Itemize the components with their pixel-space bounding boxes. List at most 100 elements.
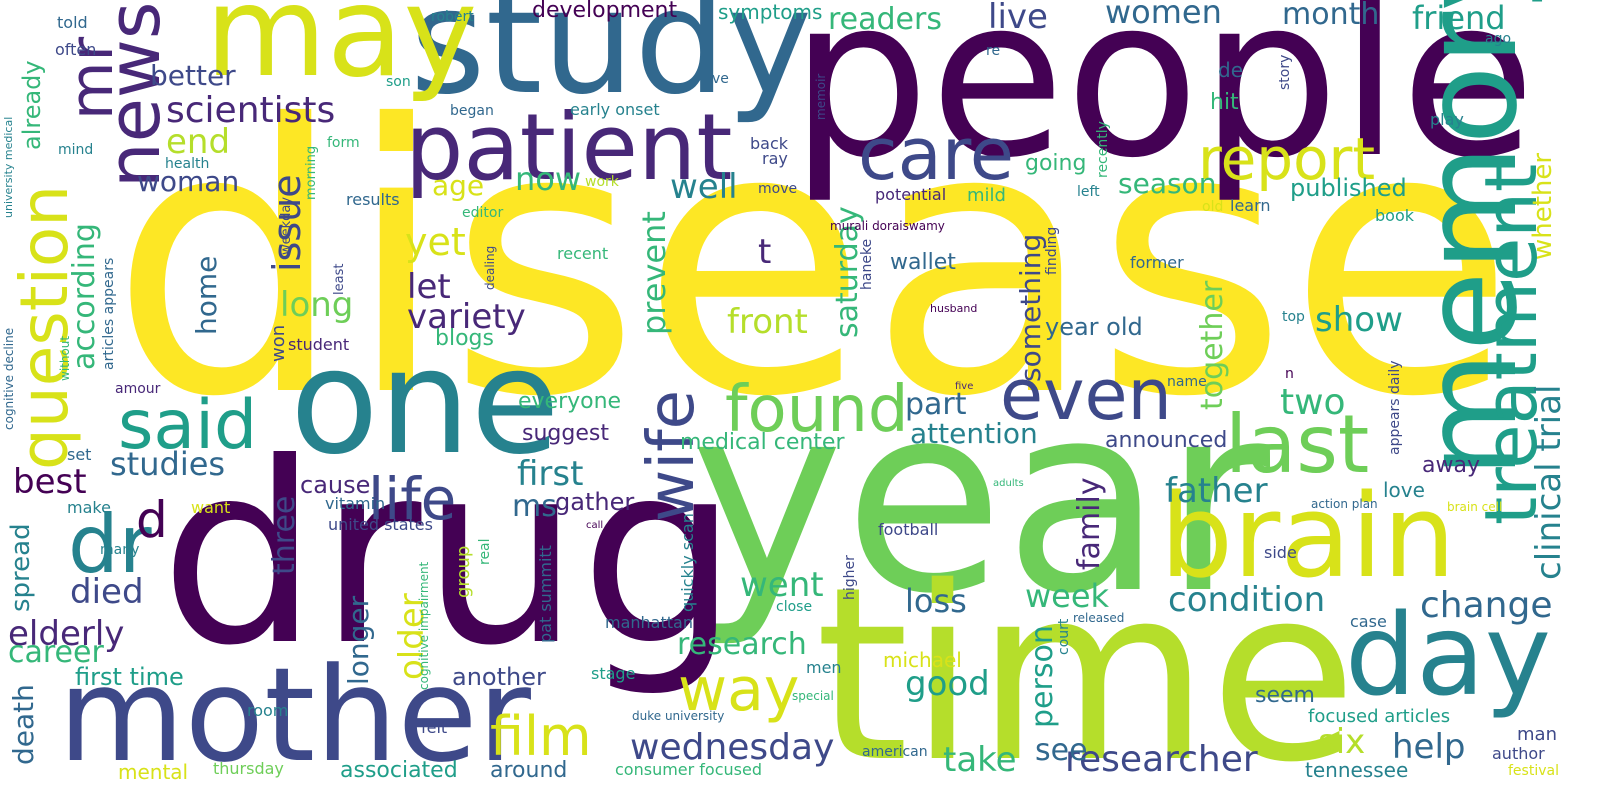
word-now: now [515, 160, 582, 198]
word-weekday: weekday [279, 196, 294, 255]
word-live: live [988, 0, 1048, 37]
word-symptoms: symptoms [718, 0, 823, 24]
word-together: together [1195, 280, 1230, 410]
word-drug: drug [160, 409, 739, 700]
word-top: top [1282, 309, 1305, 325]
word-cognitive-decline: cognitive decline [2, 327, 16, 430]
word-university-medical: university medical [2, 116, 15, 218]
word-murali-doraiswamy: murali doraiswamy [830, 219, 945, 233]
word-love: love [1383, 478, 1425, 502]
word-action-plan: action plan [1311, 497, 1378, 511]
word-robert: robert [431, 9, 474, 25]
word-death: death [7, 684, 40, 765]
word-brain: brain [1160, 470, 1456, 604]
word-development: development [532, 0, 678, 23]
word-ms: ms [512, 489, 557, 524]
word-associated: associated [340, 758, 458, 783]
word-recently: recently [1095, 121, 1111, 178]
word-way: way [678, 655, 800, 725]
word-home: home [190, 255, 223, 335]
word-let: let [407, 267, 451, 307]
word-many: many [100, 542, 140, 558]
word-away: away [1422, 453, 1480, 478]
word-left: left [1077, 184, 1100, 200]
word-year-old: year old [1045, 313, 1143, 341]
word-condition: condition [1168, 580, 1326, 620]
word-appears-daily: appears daily [1387, 360, 1403, 455]
word-yet: yet [405, 220, 466, 264]
word-d: d [136, 491, 168, 549]
word-research: research [677, 627, 807, 662]
word-better: better [150, 59, 236, 92]
word-film: film [490, 705, 592, 768]
word-patient: patient [405, 94, 733, 201]
word-old: old [1202, 199, 1224, 215]
word-focused-articles: focused articles [1308, 706, 1451, 727]
word-thursday: thursday [213, 759, 284, 778]
word-results: results [346, 190, 400, 209]
word-move: move [758, 181, 798, 197]
word-michael: michael [883, 648, 962, 672]
word-variety: variety [407, 297, 526, 337]
word-quickly-scan: quickly scan [678, 513, 697, 612]
word-court: court [1056, 618, 1072, 655]
word-back: back [750, 134, 789, 153]
word-one: one [290, 318, 560, 487]
word-set: set [67, 445, 92, 464]
word-duke-university: duke university [632, 709, 725, 723]
word-two: two [1280, 382, 1346, 423]
word-person: person [1025, 625, 1060, 728]
word-released: released [1073, 611, 1125, 625]
word-readers: readers [828, 2, 942, 37]
word-month: month [1282, 0, 1380, 32]
word-already: already [18, 60, 46, 150]
word-without: without [58, 335, 72, 381]
word-mind: mind [58, 142, 94, 158]
word-man: man [1517, 724, 1557, 745]
word-health: health [165, 156, 210, 172]
word-loss: loss [905, 582, 967, 620]
word-mental: mental [118, 760, 189, 784]
word-ago: ago [1485, 31, 1512, 47]
word-woman: woman [137, 165, 240, 198]
word-father: father [1165, 471, 1268, 511]
word-mild: mild [967, 185, 1006, 206]
word-care: care [858, 112, 1015, 196]
word-according: according [67, 223, 102, 370]
word-work: work [585, 174, 619, 190]
word-died: died [70, 572, 144, 612]
word-united-states: united states [328, 515, 433, 534]
word-brain-cell: brain cell [1447, 500, 1503, 514]
word-tennessee: tennessee [1305, 758, 1409, 782]
word-form: form [327, 135, 360, 151]
word-book: book [1375, 206, 1414, 225]
word-wife: wife [635, 389, 709, 522]
word-attention: attention [910, 417, 1038, 450]
word-de: de [1218, 58, 1243, 82]
word-clinical-trial: clinical trial [1529, 384, 1569, 580]
word-cause: cause [300, 471, 371, 499]
word-season: season [1118, 167, 1217, 200]
word-said: said [118, 386, 258, 465]
word-mother: mother [58, 639, 531, 791]
word-american: american [862, 744, 928, 760]
word-seem: seem [1255, 683, 1315, 708]
word-may: may [205, 0, 478, 105]
word-real: real [477, 538, 493, 565]
word-vitamin: vitamin [325, 494, 386, 513]
word-student: student [288, 335, 350, 354]
word-gather: gather [555, 488, 635, 516]
word-elderly: elderly [8, 614, 125, 654]
word-well: well [670, 167, 738, 207]
word-first-time: first time [75, 663, 184, 691]
word-husband: husband [930, 302, 978, 315]
word-articles-appears: articles appears [101, 257, 117, 370]
word-potential: potential [875, 185, 947, 204]
word-began: began [450, 103, 494, 119]
word-front: front [727, 302, 808, 342]
word-published: published [1290, 174, 1407, 202]
word-longer: longer [342, 595, 375, 685]
word-former: former [1130, 253, 1184, 272]
word-last: last [1225, 398, 1370, 491]
